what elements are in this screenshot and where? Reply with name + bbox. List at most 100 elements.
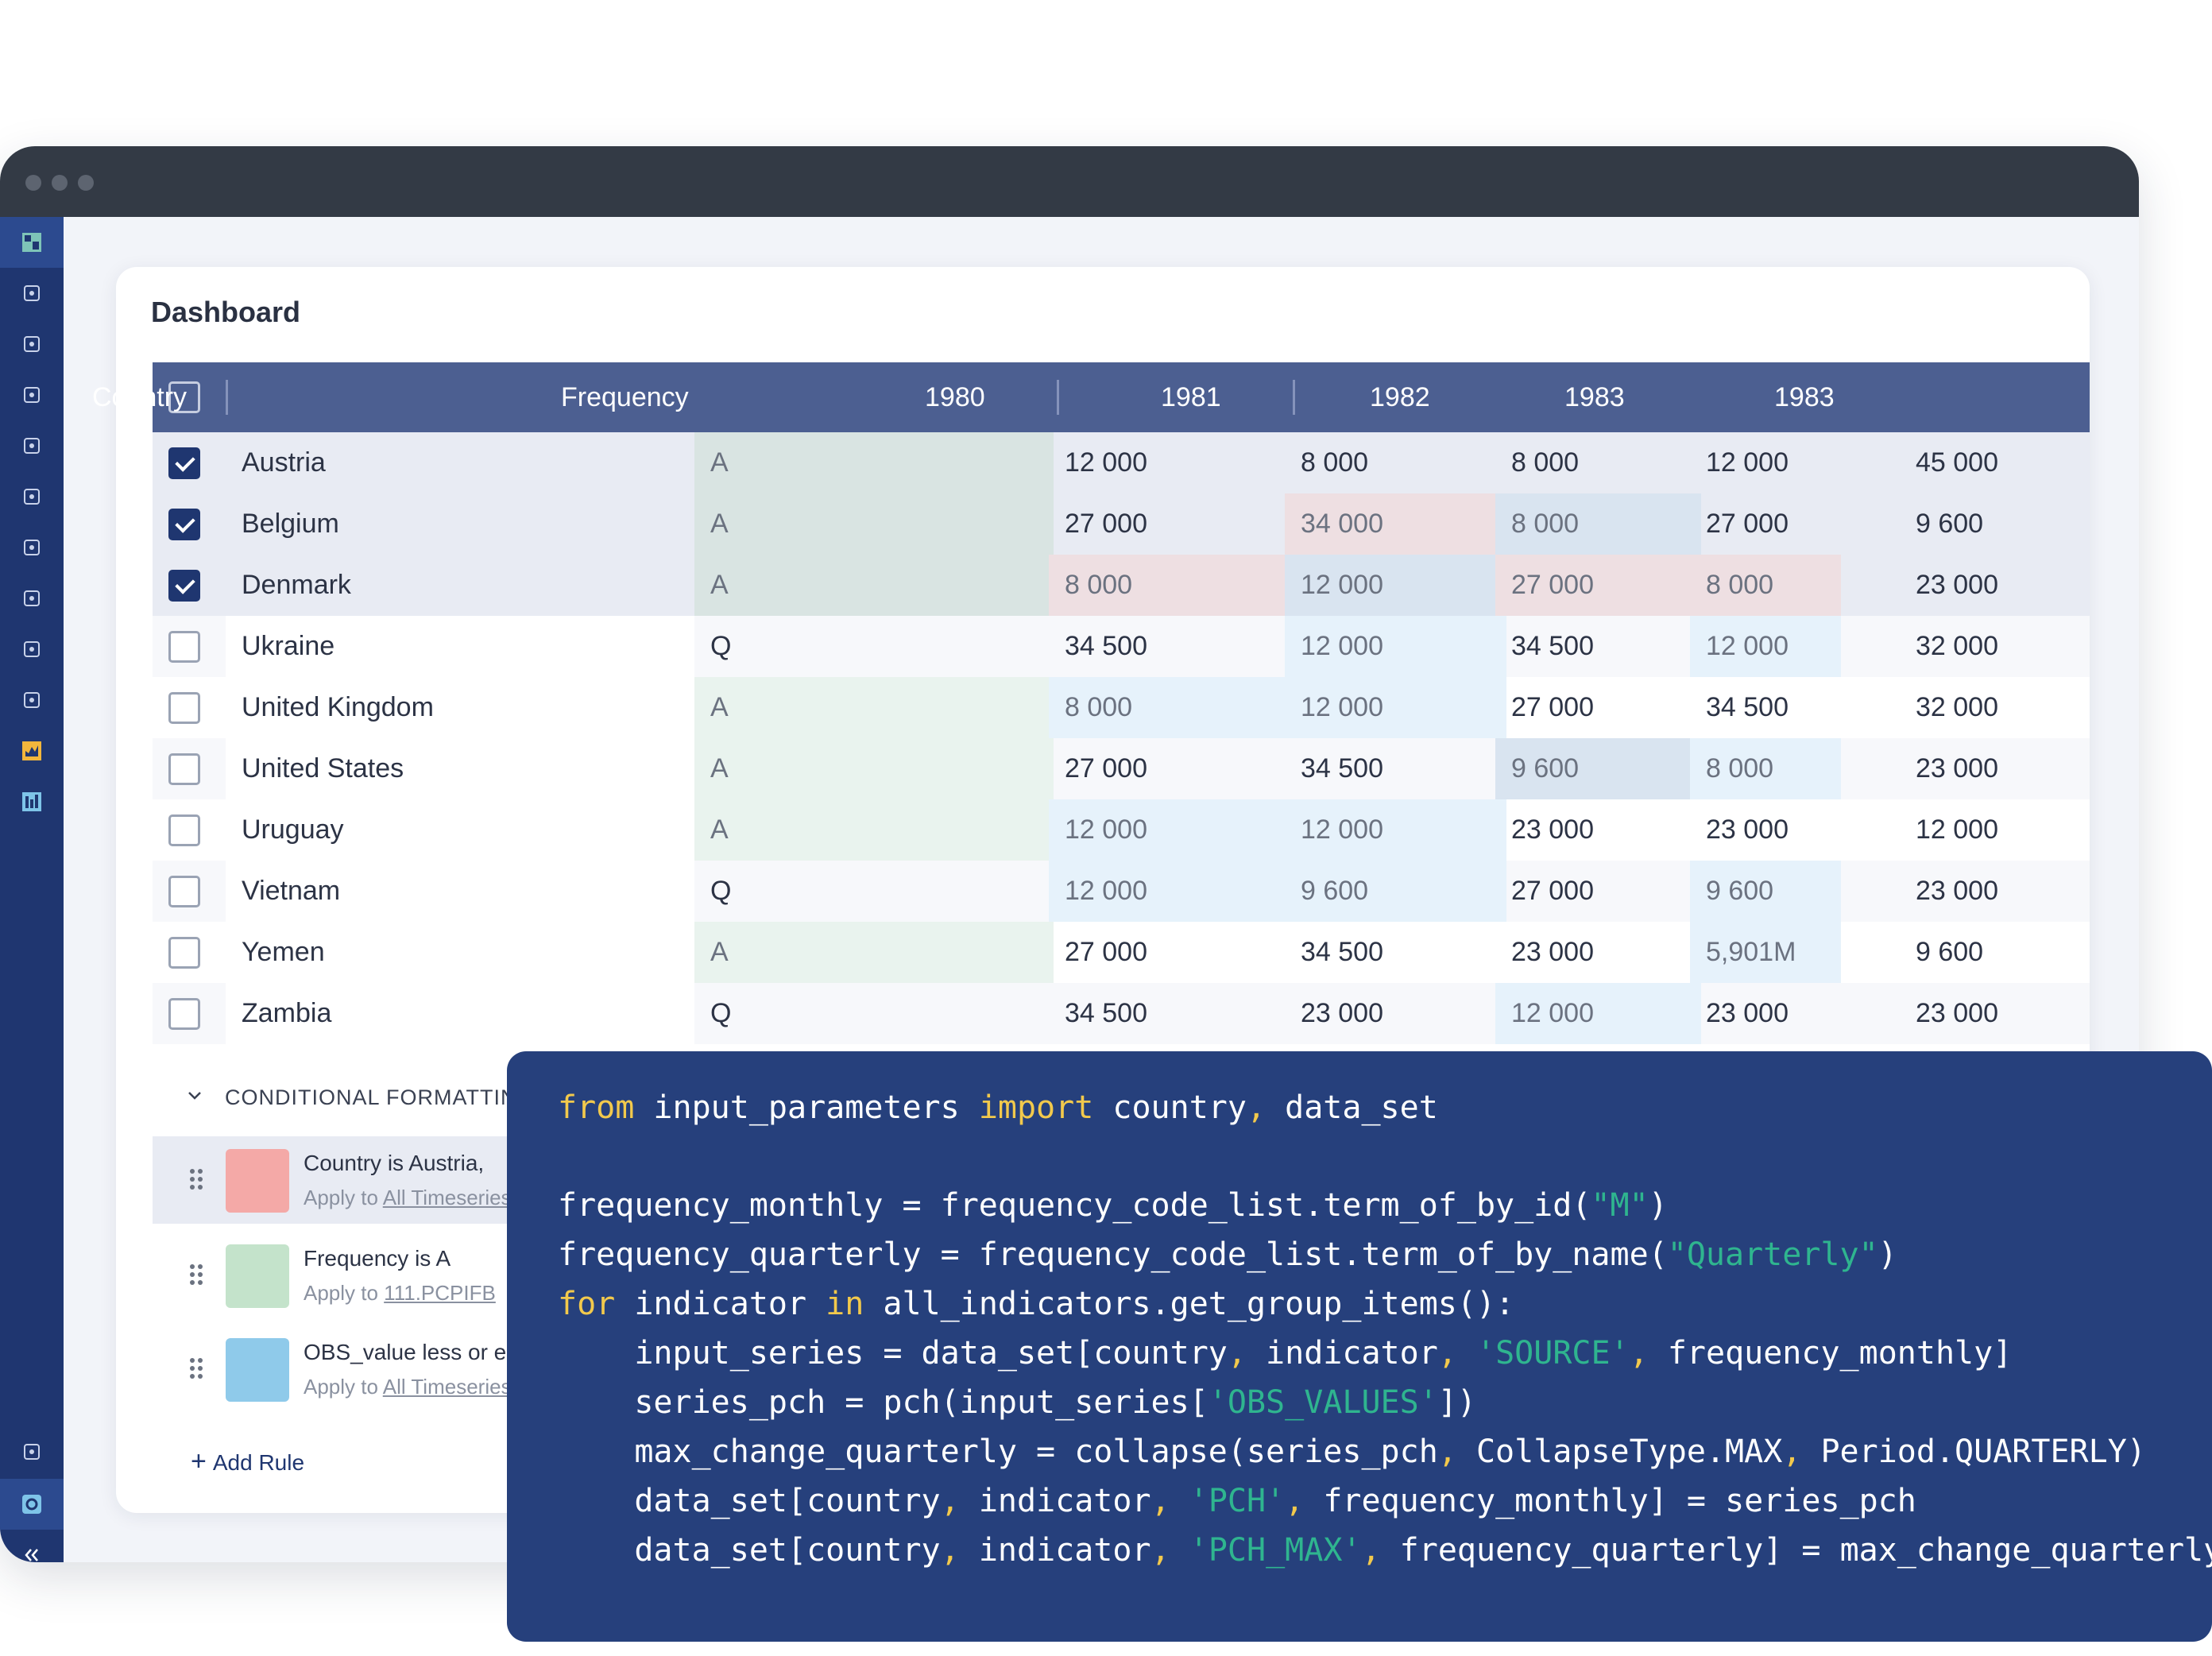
row-checkbox[interactable]	[168, 692, 200, 724]
workflow-icon[interactable]	[0, 522, 64, 573]
code-token: 'PCH'	[1189, 1483, 1286, 1519]
formatting-rule[interactable]: Country is Austria, Apply to All Timeseri…	[153, 1136, 518, 1224]
code-token: ,	[940, 1483, 960, 1519]
rule-apply-target[interactable]: All Timeseries	[382, 1375, 512, 1399]
code-token: data_set	[1266, 1089, 1438, 1126]
data-table: Country Frequency 1980 1981 1982 1983 1983 Aus…	[92, 362, 2090, 1044]
table-row[interactable]: Zambia Q 34 500 23 000 12 000 23 000 23 000	[153, 983, 2090, 1044]
value-cell: 34 500	[1065, 998, 1147, 1028]
rule-apply-target[interactable]: All Timeseries	[382, 1186, 512, 1209]
column-header-country[interactable]: Country	[92, 382, 188, 412]
table-row[interactable]: Uruguay A 12 000 12 000 23 000 23 000 12 000	[153, 799, 2090, 861]
message-icon[interactable]	[0, 370, 64, 420]
frequency-cell: A	[694, 555, 1054, 616]
code-panel: from input_parameters import country, da…	[507, 1051, 2212, 1642]
code-token: data_set[country	[558, 1532, 941, 1569]
table-row[interactable]: Ukraine Q 34 500 12 000 34 500 12 000 32 000	[153, 616, 2090, 677]
country-cell: United Kingdom	[226, 677, 694, 738]
column-header-frequency[interactable]: Frequency	[561, 382, 689, 412]
row-checkbox[interactable]	[168, 937, 200, 969]
window-close-dot[interactable]	[25, 175, 41, 191]
value-cell: 12 000	[1690, 616, 1841, 677]
data-list-icon[interactable]	[0, 420, 64, 471]
row-checkbox[interactable]	[168, 814, 200, 846]
row-checkbox[interactable]	[168, 998, 200, 1030]
code-token: from	[558, 1089, 635, 1126]
column-divider[interactable]	[1057, 380, 1059, 415]
value-cell: 12 000	[1285, 555, 1506, 616]
conditional-formatting-title[interactable]: CONDITIONAL FORMATTING	[225, 1085, 535, 1109]
value-cell: 23 000	[1706, 814, 1789, 845]
code-token: ,	[1227, 1335, 1247, 1372]
row-checkbox[interactable]	[168, 753, 200, 785]
value-cell: 27 000	[1495, 555, 1701, 616]
column-header-1983[interactable]: 1983	[1774, 382, 1835, 412]
sidebar	[0, 217, 64, 1562]
value-cell: 8 000	[1690, 555, 1841, 616]
settings-icon[interactable]	[0, 1479, 64, 1530]
formatting-rule[interactable]: Frequency is A Apply to 111.PCPIFB	[153, 1232, 518, 1319]
row-checkbox[interactable]	[168, 509, 200, 540]
select-all-checkbox[interactable]	[168, 381, 200, 413]
database-icon[interactable]	[0, 471, 64, 522]
rule-condition: Frequency is A	[304, 1246, 451, 1271]
column-divider[interactable]	[1293, 380, 1295, 415]
drag-handle-icon[interactable]	[189, 1168, 203, 1196]
collapse-icon[interactable]	[0, 1530, 64, 1562]
frequency-cell: A	[694, 677, 1054, 738]
column-header-1980[interactable]: 1980	[925, 382, 985, 412]
chart-icon[interactable]	[0, 725, 64, 776]
table-row[interactable]: Austria A 12 000 8 000 8 000 12 000 45 000	[153, 432, 2090, 493]
row-checkbox[interactable]	[168, 447, 200, 479]
value-cell: 12 000	[1916, 814, 1998, 845]
column-divider[interactable]	[226, 380, 228, 415]
table-row[interactable]: United States A 27 000 34 500 9 600 8 000 23 0…	[153, 738, 2090, 799]
code-token: 'OBS_VALUES'	[1208, 1384, 1438, 1421]
graph-icon[interactable]	[0, 1426, 64, 1477]
expand-arrows-icon[interactable]	[0, 573, 64, 624]
column-header-1981[interactable]: 1981	[1161, 382, 1221, 412]
code-token: 'SOURCE'	[1475, 1335, 1630, 1372]
column-header-1983[interactable]: 1983	[1564, 382, 1625, 412]
table-row[interactable]: Belgium A 27 000 34 000 8 000 27 000 9 600	[153, 493, 2090, 555]
network-icon[interactable]	[0, 624, 64, 675]
code-token: frequency_quarterly] = max_change_quarte…	[1380, 1532, 2212, 1569]
drag-handle-icon[interactable]	[189, 1357, 203, 1385]
value-cell: 9 600	[1495, 738, 1701, 799]
table-row[interactable]: Yemen A 27 000 34 500 23 000 5,901M 9 600	[153, 922, 2090, 983]
row-checkbox[interactable]	[168, 570, 200, 602]
code-line: frequency_quarterly = frequency_code_lis…	[558, 1236, 1897, 1273]
add-rule-button[interactable]: + Add Rule	[191, 1446, 304, 1477]
formatting-rule[interactable]: OBS_value less or equal Apply to All Time…	[153, 1325, 548, 1413]
value-cell: 27 000	[1065, 937, 1147, 967]
table-row[interactable]: Vietnam Q 12 000 9 600 27 000 9 600 23 000	[153, 861, 2090, 922]
shapes-icon[interactable]	[0, 675, 64, 725]
rule-color-swatch[interactable]	[226, 1244, 289, 1308]
column-header-1982[interactable]: 1982	[1370, 382, 1430, 412]
chevron-down-icon[interactable]	[186, 1085, 203, 1110]
rule-color-swatch[interactable]	[226, 1149, 289, 1213]
rule-apply-prefix: Apply to	[304, 1186, 383, 1209]
row-checkbox[interactable]	[168, 631, 200, 663]
value-cell: 27 000	[1065, 509, 1147, 539]
code-token: frequency_quarterly = frequency_code_lis…	[558, 1236, 1668, 1273]
dashboard-icon[interactable]	[0, 217, 64, 268]
rule-color-swatch[interactable]	[226, 1338, 289, 1402]
row-checkbox[interactable]	[168, 876, 200, 907]
value-cell: 23 000	[1511, 937, 1594, 967]
value-cell: 8 000	[1049, 555, 1296, 616]
rule-apply-prefix: Apply to	[304, 1281, 385, 1305]
code-token: input_parameters	[634, 1089, 979, 1126]
rule-apply-target[interactable]: 111.PCPIFB	[384, 1281, 496, 1305]
drag-handle-icon[interactable]	[189, 1263, 203, 1291]
hierarchy-icon[interactable]	[0, 319, 64, 370]
table-row[interactable]: United Kingdom A 8 000 12 000 27 000 34 500 32…	[153, 677, 2090, 738]
value-cell: 27 000	[1065, 753, 1147, 784]
table-row[interactable]: Denmark A 8 000 12 000 27 000 8 000 23 000	[153, 555, 2090, 616]
value-cell: 12 000	[1285, 799, 1506, 861]
window-minimize-dot[interactable]	[52, 175, 68, 191]
window-maximize-dot[interactable]	[78, 175, 94, 191]
calendar-code-icon[interactable]	[0, 268, 64, 319]
report-icon[interactable]	[0, 776, 64, 827]
code-token: frequency_monthly = frequency_code_list.…	[558, 1187, 1591, 1224]
